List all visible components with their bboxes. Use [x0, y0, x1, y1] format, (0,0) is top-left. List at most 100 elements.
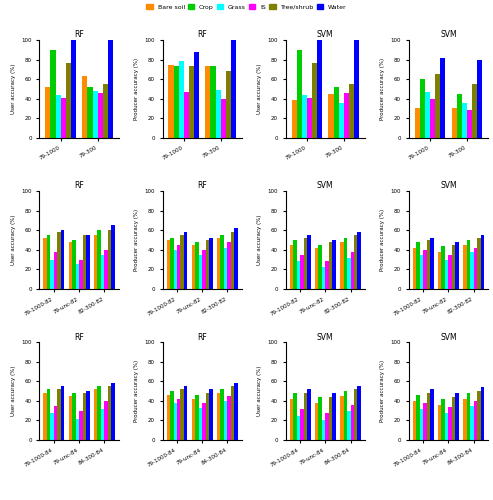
Bar	[452, 397, 456, 440]
Bar	[325, 262, 329, 289]
Bar	[79, 410, 83, 440]
Bar	[61, 98, 66, 138]
Bar	[416, 242, 420, 289]
Bar	[332, 240, 336, 289]
Bar	[209, 238, 212, 289]
Bar	[169, 66, 174, 138]
Bar	[209, 390, 212, 440]
Bar	[202, 250, 206, 289]
Bar	[86, 391, 90, 440]
Bar	[425, 92, 430, 138]
Bar	[54, 406, 57, 440]
Bar	[467, 393, 470, 440]
Bar	[111, 226, 115, 289]
Bar	[231, 40, 236, 138]
Bar	[354, 390, 357, 440]
Bar	[54, 252, 57, 289]
Bar	[167, 395, 170, 440]
Bar	[430, 390, 433, 440]
Title: RF: RF	[197, 182, 207, 190]
Bar	[435, 74, 440, 138]
Bar	[357, 232, 361, 289]
Bar	[304, 393, 307, 440]
Bar	[339, 104, 344, 138]
Bar	[98, 92, 103, 138]
Bar	[440, 58, 445, 138]
Bar	[101, 409, 105, 440]
Bar	[315, 403, 318, 440]
Bar	[69, 396, 72, 440]
Bar	[312, 64, 317, 138]
Bar	[297, 416, 300, 440]
Bar	[354, 40, 359, 138]
Bar	[108, 230, 111, 289]
Bar	[56, 94, 61, 138]
Bar	[86, 235, 90, 289]
Bar	[420, 254, 423, 289]
Bar	[189, 66, 194, 138]
Bar	[357, 386, 361, 440]
Bar	[57, 390, 61, 440]
Bar	[195, 395, 199, 440]
Bar	[344, 92, 349, 138]
Bar	[174, 403, 177, 440]
Bar	[462, 104, 467, 138]
Bar	[322, 420, 325, 440]
Bar	[231, 386, 234, 440]
Bar	[105, 401, 108, 440]
Bar	[474, 401, 477, 440]
Y-axis label: User accuracy (%): User accuracy (%)	[11, 366, 16, 416]
Bar	[426, 393, 430, 440]
Y-axis label: Producer accuracy (%): Producer accuracy (%)	[134, 209, 139, 271]
Bar	[206, 393, 209, 440]
Bar	[307, 235, 311, 289]
Bar	[50, 50, 56, 138]
Bar	[82, 76, 87, 138]
Title: RF: RF	[197, 332, 207, 342]
Y-axis label: Producer accuracy (%): Producer accuracy (%)	[380, 58, 385, 120]
Bar	[72, 240, 75, 289]
Bar	[463, 245, 467, 289]
Bar	[83, 235, 86, 289]
Bar	[220, 390, 224, 440]
Title: SVM: SVM	[440, 332, 457, 342]
Bar	[477, 60, 482, 138]
Bar	[98, 386, 101, 440]
Title: SVM: SVM	[317, 30, 334, 39]
Bar	[98, 230, 101, 289]
Bar	[184, 386, 187, 440]
Bar	[45, 87, 50, 138]
Y-axis label: Producer accuracy (%): Producer accuracy (%)	[134, 58, 139, 120]
Bar	[192, 245, 195, 289]
Bar	[75, 264, 79, 289]
Bar	[445, 260, 448, 289]
Bar	[334, 87, 339, 138]
Bar	[174, 250, 177, 289]
Bar	[300, 409, 304, 440]
Bar	[322, 268, 325, 289]
Y-axis label: User accuracy (%): User accuracy (%)	[257, 215, 262, 265]
Bar	[227, 242, 231, 289]
Bar	[340, 396, 344, 440]
Title: SVM: SVM	[440, 30, 457, 39]
Bar	[317, 40, 322, 138]
Bar	[94, 390, 98, 440]
Bar	[290, 399, 293, 440]
Bar	[467, 110, 472, 138]
Bar	[108, 386, 111, 440]
Bar	[438, 252, 441, 289]
Bar	[180, 390, 184, 440]
Bar	[347, 258, 351, 289]
Bar	[87, 87, 93, 138]
Bar	[192, 399, 195, 440]
Bar	[177, 399, 180, 440]
Bar	[61, 386, 65, 440]
Bar	[426, 240, 430, 289]
Y-axis label: User accuracy (%): User accuracy (%)	[257, 366, 262, 416]
Bar	[221, 98, 226, 138]
Bar	[420, 79, 425, 138]
Bar	[467, 240, 470, 289]
Y-axis label: Producer accuracy (%): Producer accuracy (%)	[380, 209, 385, 271]
Y-axis label: Producer accuracy (%): Producer accuracy (%)	[134, 360, 139, 422]
Bar	[47, 390, 50, 440]
